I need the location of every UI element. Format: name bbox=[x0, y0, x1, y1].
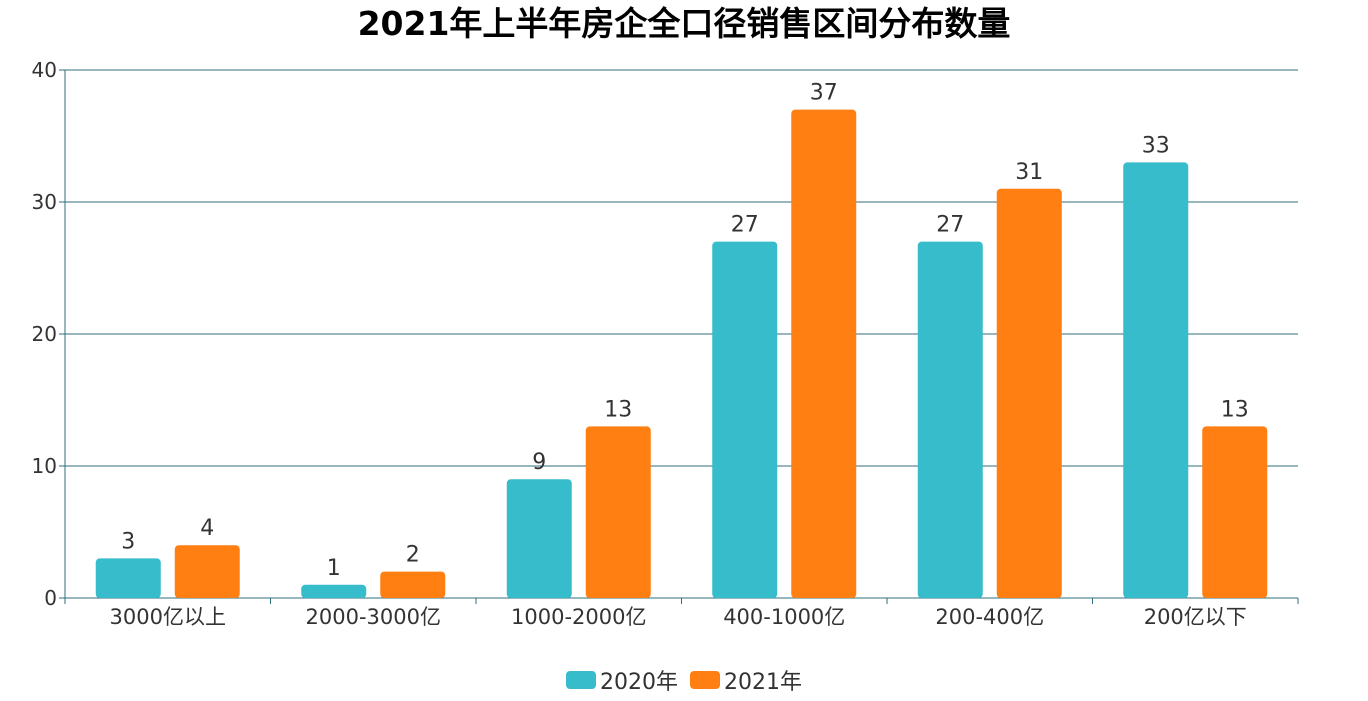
data-label-2020年-1000-2000亿: 9 bbox=[532, 450, 546, 475]
bar-2021年-1000-2000亿 bbox=[585, 426, 651, 598]
bar-2020年-200-400亿 bbox=[917, 241, 983, 598]
data-label-2020年-3000亿以上: 3 bbox=[121, 529, 135, 554]
bars bbox=[95, 109, 1268, 599]
bar-2020年-2000-3000亿 bbox=[301, 584, 367, 598]
legend-item-2021[interactable]: 2021年 bbox=[690, 664, 802, 696]
data-label-2020年-400-1000亿: 27 bbox=[731, 213, 759, 238]
bar-2021年-400-1000亿 bbox=[791, 109, 857, 598]
data-label-2021年-400-1000亿: 37 bbox=[810, 81, 838, 106]
data-label-2020年-200亿以下: 33 bbox=[1142, 133, 1170, 158]
grid-lines bbox=[65, 69, 1298, 467]
chart-title: 2021年上半年房企全口径销售区间分布数量 bbox=[357, 4, 1011, 43]
bar-2020年-400-1000亿 bbox=[712, 241, 778, 598]
axes: 0 10 20 30 40 3000亿以上 2000-3000亿 1000-2000亿 400-… bbox=[32, 58, 1299, 629]
x-tick-label-5: 200亿以下 bbox=[1144, 605, 1247, 629]
bar-2021年-200亿以下 bbox=[1202, 426, 1268, 598]
bar-2020年-200亿以下 bbox=[1123, 162, 1189, 598]
legend-label-2021: 2021年 bbox=[724, 670, 802, 695]
x-tick-label-4: 200-400亿 bbox=[935, 605, 1044, 629]
legend-swatch-2021 bbox=[690, 671, 720, 689]
bar-2020年-3000亿以上 bbox=[95, 558, 161, 598]
legend-swatch-2020 bbox=[566, 671, 596, 689]
y-tick-label-40: 40 bbox=[32, 58, 57, 82]
data-label-2021年-1000-2000亿: 13 bbox=[604, 397, 632, 422]
bar-2020年-1000-2000亿 bbox=[506, 479, 572, 598]
legend-item-2020[interactable]: 2020年 bbox=[566, 664, 678, 696]
y-tick-label-30: 30 bbox=[32, 190, 57, 214]
data-label-2021年-2000-3000亿: 2 bbox=[406, 543, 420, 568]
x-tick-label-1: 2000-3000亿 bbox=[306, 605, 441, 629]
y-tick-label-10: 10 bbox=[32, 454, 57, 478]
y-tick-label-0: 0 bbox=[44, 586, 57, 610]
x-tick-label-2: 1000-2000亿 bbox=[511, 605, 646, 629]
legend: 2020年 2021年 bbox=[0, 664, 1368, 696]
bar-2021年-3000亿以上 bbox=[174, 545, 240, 598]
data-label-2020年-2000-3000亿: 1 bbox=[327, 556, 341, 581]
bar-2021年-2000-3000亿 bbox=[380, 571, 446, 598]
data-label-2020年-200-400亿: 27 bbox=[936, 213, 964, 238]
x-tick-label-0: 3000亿以上 bbox=[110, 605, 226, 629]
data-label-2021年-3000亿以上: 4 bbox=[200, 516, 214, 541]
bar-2021年-200-400亿 bbox=[996, 188, 1062, 599]
x-tick-label-3: 400-1000亿 bbox=[723, 605, 845, 629]
y-tick-label-20: 20 bbox=[32, 322, 57, 346]
data-labels: 3 4 1 2 9 13 27 37 27 31 33 13 bbox=[121, 81, 1249, 581]
data-label-2021年-200亿以下: 13 bbox=[1221, 397, 1249, 422]
legend-label-2020: 2020年 bbox=[600, 670, 678, 695]
data-label-2021年-200-400亿: 31 bbox=[1015, 160, 1043, 185]
